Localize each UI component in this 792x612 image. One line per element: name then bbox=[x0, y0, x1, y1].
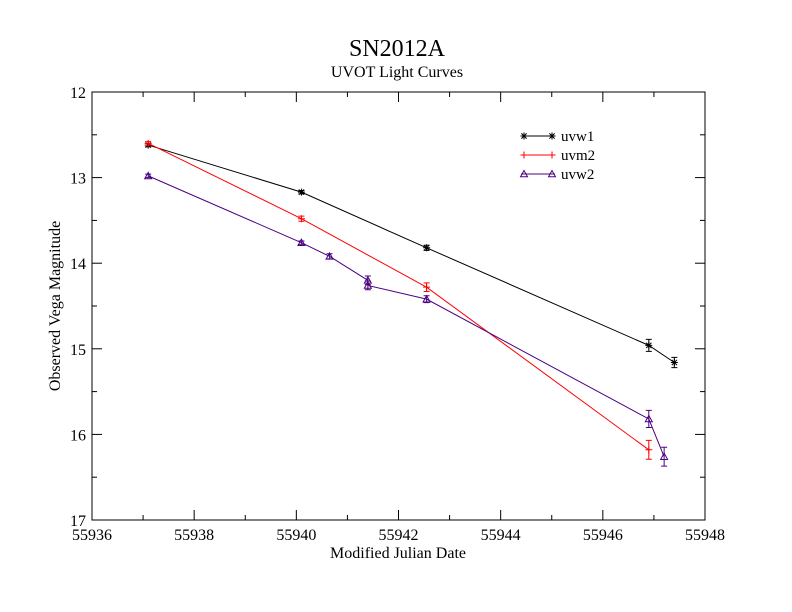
data-point-uvw1 bbox=[423, 244, 431, 252]
legend-label: uvw2 bbox=[561, 167, 594, 183]
series-line-uvm2 bbox=[147, 142, 650, 451]
x-tick-label: 55940 bbox=[276, 527, 316, 544]
data-point-uvm2 bbox=[423, 283, 431, 291]
series-line-uvw1 bbox=[148, 144, 675, 363]
y-tick-label: 14 bbox=[70, 256, 86, 273]
x-tick-label: 55942 bbox=[379, 527, 419, 544]
y-tick-label: 15 bbox=[70, 342, 86, 359]
legend-label: uvm2 bbox=[561, 148, 595, 164]
legend-item-uvm2: uvm2 bbox=[520, 148, 595, 164]
legend-item-uvw1: uvw1 bbox=[520, 129, 594, 145]
x-tick-label: 55946 bbox=[583, 527, 623, 544]
error-bar-uvw2 bbox=[661, 446, 668, 467]
data-point-uvw2 bbox=[363, 280, 373, 289]
data-point-uvw2 bbox=[325, 251, 334, 260]
legend-label: uvw1 bbox=[561, 129, 594, 145]
legend-marker bbox=[520, 151, 528, 159]
data-point-uvw2 bbox=[422, 294, 431, 303]
series-uvm2 bbox=[144, 139, 653, 460]
x-tick-label: 55936 bbox=[72, 527, 112, 544]
data-point-uvw2 bbox=[659, 452, 669, 460]
series-uvw2 bbox=[143, 171, 669, 467]
x-tick-label: 55938 bbox=[174, 527, 214, 544]
y-tick-label: 13 bbox=[70, 171, 86, 188]
x-tick-label: 55944 bbox=[481, 527, 521, 544]
legend-marker bbox=[547, 169, 557, 178]
y-axis-label: Observed Vega Magnitude bbox=[47, 221, 64, 391]
series-line-uvw2 bbox=[147, 175, 665, 457]
data-point-uvm2 bbox=[297, 215, 305, 223]
legend-item-uvw2: uvw2 bbox=[519, 167, 594, 183]
legend-marker bbox=[520, 132, 528, 140]
axis-ticks: 55936 55938 55940 55942 55944 55946 55948 12 13 1… bbox=[70, 85, 725, 544]
data-point-uvw2 bbox=[644, 414, 654, 423]
y-tick-label: 16 bbox=[70, 427, 86, 444]
y-tick-label: 12 bbox=[70, 85, 86, 102]
error-bar-uvw2 bbox=[145, 173, 152, 179]
legend-marker bbox=[519, 169, 529, 178]
error-bar-uvw2 bbox=[298, 240, 305, 245]
legend-marker bbox=[548, 151, 556, 159]
data-point-uvw2 bbox=[297, 238, 306, 246]
y-tick-label: 17 bbox=[70, 513, 86, 530]
data-point-uvw1 bbox=[645, 341, 653, 349]
x-tick-label: 55948 bbox=[685, 527, 725, 544]
data-point-uvw1 bbox=[670, 358, 678, 366]
legend-marker bbox=[548, 132, 556, 140]
chart-title: SN2012A bbox=[349, 36, 446, 62]
data-point-uvw1 bbox=[297, 188, 305, 196]
data-point-uvw2 bbox=[143, 171, 153, 180]
legend: uvw1 uvm2 uvw2 bbox=[519, 129, 595, 183]
series-layer bbox=[143, 139, 678, 467]
chart-subtitle: UVOT Light Curves bbox=[331, 64, 463, 81]
data-point-uvm2 bbox=[144, 139, 152, 147]
series-uvw1 bbox=[144, 141, 678, 369]
error-bar-uvw2 bbox=[645, 409, 652, 429]
data-point-uvm2 bbox=[645, 446, 653, 454]
x-axis-label: Modified Julian Date bbox=[330, 545, 466, 562]
